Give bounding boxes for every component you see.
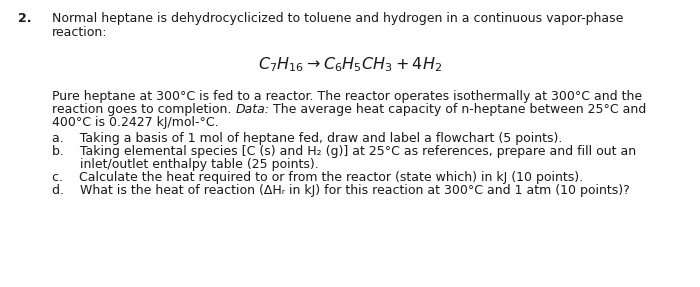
Text: reaction goes to completion.: reaction goes to completion. [52, 103, 235, 116]
Text: inlet/outlet enthalpy table (25 points).: inlet/outlet enthalpy table (25 points). [52, 158, 318, 171]
Text: d.    What is the heat of reaction (ΔHᵣ in kJ) for this reaction at 300°C and 1 : d. What is the heat of reaction (ΔHᵣ in … [52, 184, 630, 197]
Text: a.    Taking a basis of 1 mol of heptane fed, draw and label a flowchart (5 poin: a. Taking a basis of 1 mol of heptane fe… [52, 132, 562, 145]
Text: 2.: 2. [18, 12, 32, 25]
Text: b.    Taking elemental species [C (s) and H₂ (g)] at 25°C as references, prepare: b. Taking elemental species [C (s) and H… [52, 145, 636, 158]
Text: $C_7H_{16} \rightarrow C_6H_5CH_3 + 4H_2$: $C_7H_{16} \rightarrow C_6H_5CH_3 + 4H_2… [258, 55, 442, 74]
Text: reaction:: reaction: [52, 26, 108, 39]
Text: The average heat capacity of n-heptane between 25°C and: The average heat capacity of n-heptane b… [270, 103, 647, 116]
Text: c.    Calculate the heat required to or from the reactor (state which) in kJ (10: c. Calculate the heat required to or fro… [52, 171, 583, 184]
Text: Data:: Data: [235, 103, 270, 116]
Text: Normal heptane is dehydrocyclicized to toluene and hydrogen in a continuous vapo: Normal heptane is dehydrocyclicized to t… [52, 12, 624, 25]
Text: 400°C is 0.2427 kJ/mol-°C.: 400°C is 0.2427 kJ/mol-°C. [52, 116, 218, 129]
Text: Pure heptane at 300°C is fed to a reactor. The reactor operates isothermally at : Pure heptane at 300°C is fed to a reacto… [52, 90, 642, 103]
